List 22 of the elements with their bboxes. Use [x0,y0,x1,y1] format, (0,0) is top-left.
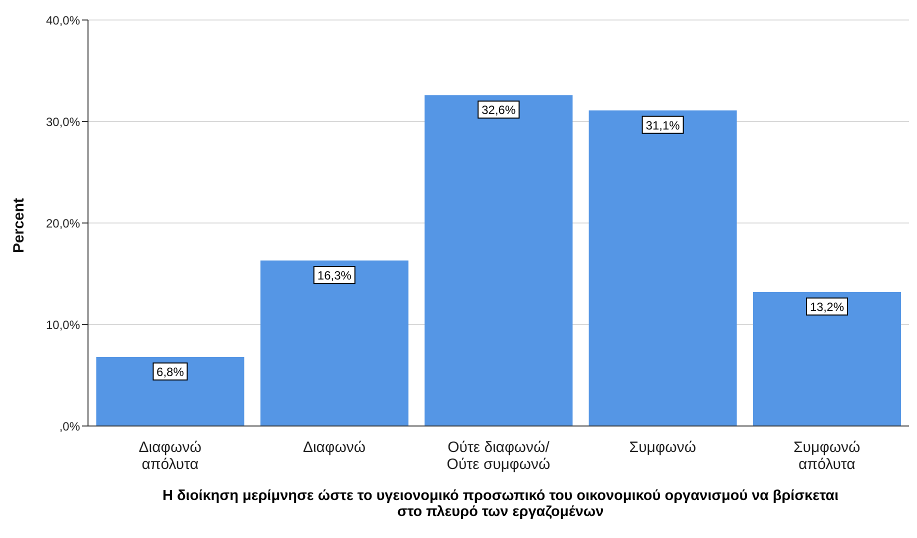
bar [96,356,244,426]
y-tick-label: 40,0% [46,13,80,28]
x-tick-label: Συμφωνώ απόλυτα [794,439,861,473]
bar [260,260,408,426]
data-label: 31,1% [646,118,680,132]
x-tick-label: Ούτε διαφωνώ/ Ούτε συμφωνώ [446,439,550,473]
y-tick-label: 30,0% [46,114,80,129]
bar [424,95,573,426]
x-tick-label: Συμφωνώ [629,439,696,456]
bar [753,292,902,426]
bar [588,110,737,426]
x-tick-label: Διαφωνώ [302,439,366,456]
data-label: 13,2% [810,300,844,314]
data-label: 6,8% [156,364,184,379]
y-tick-label: 20,0% [46,216,80,230]
data-label: 16,3% [317,268,352,283]
y-tick-label: 10,0% [46,318,80,332]
y-axis-title: Percent [10,198,28,253]
y-tick-label: ,0% [59,419,80,434]
data-label: 32,6% [482,103,516,118]
x-tick-label: Διαφωνώ απόλυτα [138,439,202,473]
x-axis-title: Η διοίκηση μερίμνησε ώστε το υγειονομικό προσωπικό του οικονομικού οργανισμού να βρίσκεται στο πλευρό των εργαζομένων [162,488,840,520]
